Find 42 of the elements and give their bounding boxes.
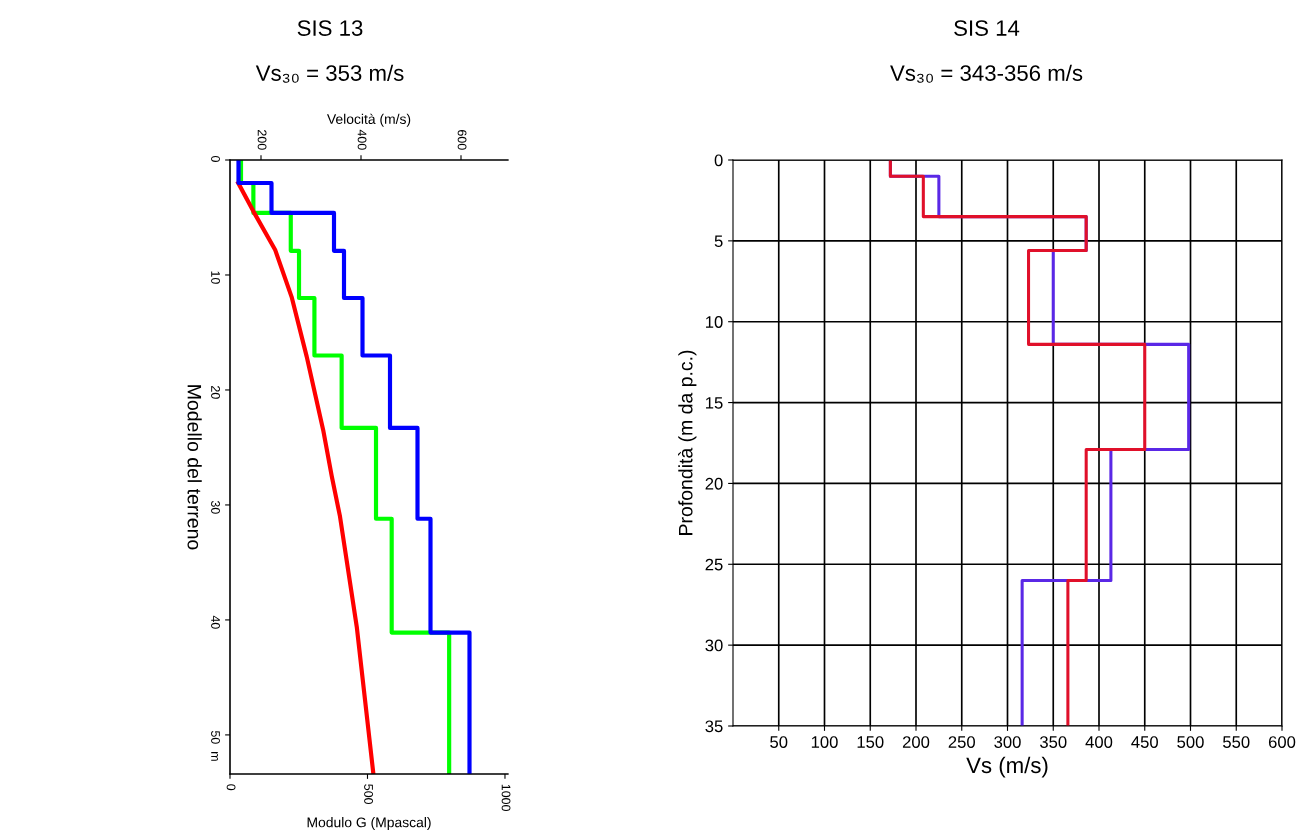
y-tick-label: 25 — [705, 558, 723, 571]
y-tick-label: 0 — [211, 155, 220, 162]
y-tick-label: 15 — [706, 397, 723, 409]
x2-axis-title: Velocità (m/s) — [327, 113, 411, 127]
chart-subtitle: Vs₃₀ = 343-356 m/s — [890, 64, 1083, 83]
y-tick-label: 30 — [705, 639, 723, 652]
y-tick-label: 5 — [714, 235, 723, 248]
x2-tick-label: 200 — [257, 130, 267, 150]
x2-tick-label: 600 — [457, 130, 467, 150]
line-series — [236, 180, 376, 774]
x-axis-title: Modulo G (Mpascal) — [307, 817, 431, 831]
x-tick-label: 1000 — [501, 784, 511, 812]
y-tick-label: 30 — [211, 500, 220, 514]
y-tick-label: 50 m — [211, 730, 220, 761]
x-tick-label: 0 — [226, 784, 236, 791]
chart-title: SIS 14 — [954, 20, 1020, 36]
x-axis-title: Vs (m/s) — [966, 756, 1048, 778]
chart-title: SIS 13 — [297, 20, 363, 36]
y-tick-label: 10 — [706, 316, 723, 328]
chart-subtitle: Vs₃₀ = 353 m/s — [255, 64, 404, 83]
x-tick-label: 500 — [1177, 736, 1204, 748]
y-tick-label: 10 — [211, 271, 220, 284]
x-tick-label: 300 — [994, 736, 1021, 748]
y-axis-title: Profondità (m da p.c.) — [678, 350, 697, 535]
x-tick-label: 200 — [902, 736, 930, 748]
x-tick-label: 150 — [857, 736, 884, 748]
y-tick-label: 35 — [705, 720, 723, 733]
x-tick-label: 550 — [1223, 736, 1250, 748]
x2-tick-label: 400 — [357, 129, 367, 150]
x-tick-label: 250 — [948, 736, 975, 748]
x-tick-label: 100 — [811, 736, 838, 748]
y-tick-label: 20 — [211, 386, 220, 399]
x-tick-label: 500 — [364, 784, 373, 805]
y-tick-label: 0 — [714, 154, 723, 167]
x-tick-label: 450 — [1131, 736, 1158, 748]
x-tick-label: 50 — [770, 736, 788, 748]
x-tick-label: 400 — [1085, 736, 1113, 748]
x-tick-label: 600 — [1268, 736, 1296, 748]
y-axis-title: Modello del terreno — [187, 385, 202, 550]
y-tick-label: 20 — [705, 477, 723, 490]
x-tick-label: 350 — [1039, 736, 1067, 748]
y-tick-label: 40 — [211, 615, 220, 629]
